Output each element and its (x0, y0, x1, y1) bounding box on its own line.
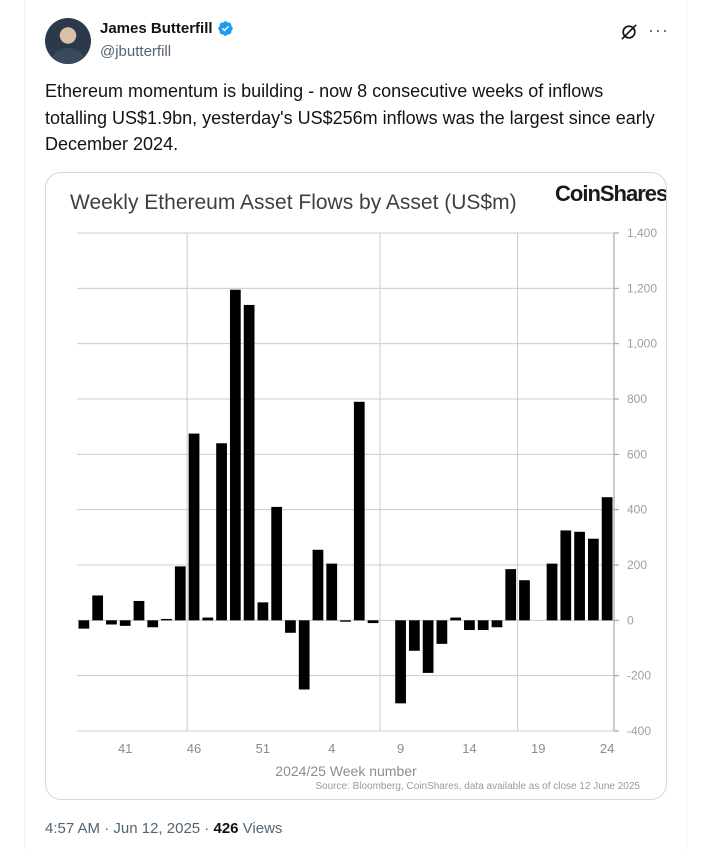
bar-week-24 (601, 497, 613, 621)
more-options-icon[interactable]: ··· (648, 20, 669, 40)
author-name[interactable]: James Butterfill (100, 20, 213, 37)
bar-week-44 (161, 618, 172, 621)
grok-icon[interactable] (619, 22, 639, 42)
x-tick-label: 51 (256, 741, 270, 756)
bar-week-12 (436, 620, 448, 644)
tweet-text: Ethereum momentum is building - now 8 co… (45, 81, 655, 154)
chart-grid (77, 232, 614, 732)
chart-image-card[interactable]: Weekly Ethereum Asset Flows by Asset (US… (45, 172, 667, 800)
author-handle[interactable]: @jbutterfill (100, 43, 172, 60)
bar-week-39 (92, 595, 104, 621)
y-tick-label: 1,400 (627, 226, 657, 240)
bar-week-15 (477, 620, 489, 631)
bar-week-47 (202, 617, 214, 621)
chart-title: Weekly Ethereum Asset Flows by Asset (US… (70, 191, 517, 214)
bar-week-50 (243, 304, 255, 621)
x-tick-label: 19 (531, 741, 545, 756)
bar-week-5 (340, 620, 351, 622)
bar-week-22 (574, 531, 585, 621)
y-tick-label: -200 (627, 669, 651, 683)
x-tick-label: 14 (462, 741, 476, 756)
coinshares-logo: CoinShares (555, 181, 667, 206)
bar-week-49 (229, 289, 241, 621)
views-count: 426 (213, 820, 239, 837)
avatar[interactable] (45, 18, 91, 64)
tweet-time[interactable]: 4:57 AM (45, 820, 101, 837)
y-tick-label: 1,000 (627, 337, 657, 351)
bar-week-11 (422, 620, 434, 673)
x-tick-label: 24 (600, 741, 614, 756)
views-label: Views (238, 820, 283, 837)
timeline-border-right (686, 0, 687, 849)
bar-week-4 (326, 563, 338, 621)
bar-week-9 (395, 620, 406, 704)
bar-week-41 (119, 620, 131, 626)
chart-axes: 1,400 1,200 1,000 800 600 400 200 0 -200 -400 41 46… (118, 226, 657, 756)
y-tick-label: 400 (627, 503, 647, 517)
bar-week-7 (367, 620, 379, 624)
author-name-row[interactable]: James Butterfill (100, 20, 234, 37)
x-tick-label: 9 (397, 741, 404, 756)
bar-week-45 (174, 566, 186, 621)
y-tick-label: 1,200 (627, 281, 657, 295)
bar-week-18 (519, 580, 530, 621)
bar-week-3 (312, 549, 324, 621)
y-tick-label: 0 (627, 613, 634, 627)
chart-source-note: Source: Bloomberg, CoinShares, data avai… (315, 781, 640, 792)
bar-week-6 (353, 401, 365, 621)
y-tick-label: 600 (627, 447, 647, 461)
tweet-timestamp: 4:57 AM · Jun 12, 2025 · 426 Views (45, 820, 282, 837)
bar-week-42 (133, 600, 145, 621)
x-tick-label: 41 (118, 741, 132, 756)
meta-separator-2: · (200, 820, 214, 837)
y-tick-label: 800 (627, 392, 647, 406)
y-tick-label: 200 (627, 558, 647, 572)
bar-week-16 (491, 620, 503, 628)
x-tick-label: 46 (187, 741, 201, 756)
bar-week-21 (560, 530, 572, 621)
bar-week-13 (450, 617, 462, 621)
x-axis-label: 2024/25 Week number (275, 763, 417, 779)
chart-bars (78, 289, 613, 704)
bar-week-17 (505, 569, 517, 621)
bar-week-52 (271, 506, 283, 621)
bar-week-40 (106, 620, 117, 625)
bar-week-1 (285, 620, 296, 633)
x-tick-label: 4 (328, 741, 335, 756)
tweet-date[interactable]: Jun 12, 2025 (113, 820, 201, 837)
asset-flows-chart: Weekly Ethereum Asset Flows by Asset (US… (70, 181, 667, 792)
y-tick-label: -400 (627, 724, 651, 738)
bar-week-20 (546, 563, 558, 621)
bar-week-43 (147, 620, 159, 628)
bar-week-10 (408, 620, 420, 651)
verified-badge-icon[interactable] (217, 20, 234, 37)
bar-week-14 (464, 620, 475, 631)
bar-week-51 (257, 602, 269, 621)
bar-week-38 (78, 620, 90, 629)
timeline-border-left (24, 0, 25, 849)
bar-week-2 (298, 620, 310, 690)
bar-week-23 (587, 538, 599, 621)
bar-week-48 (216, 443, 227, 621)
meta-separator: · (100, 820, 114, 837)
bar-week-46 (188, 433, 200, 621)
